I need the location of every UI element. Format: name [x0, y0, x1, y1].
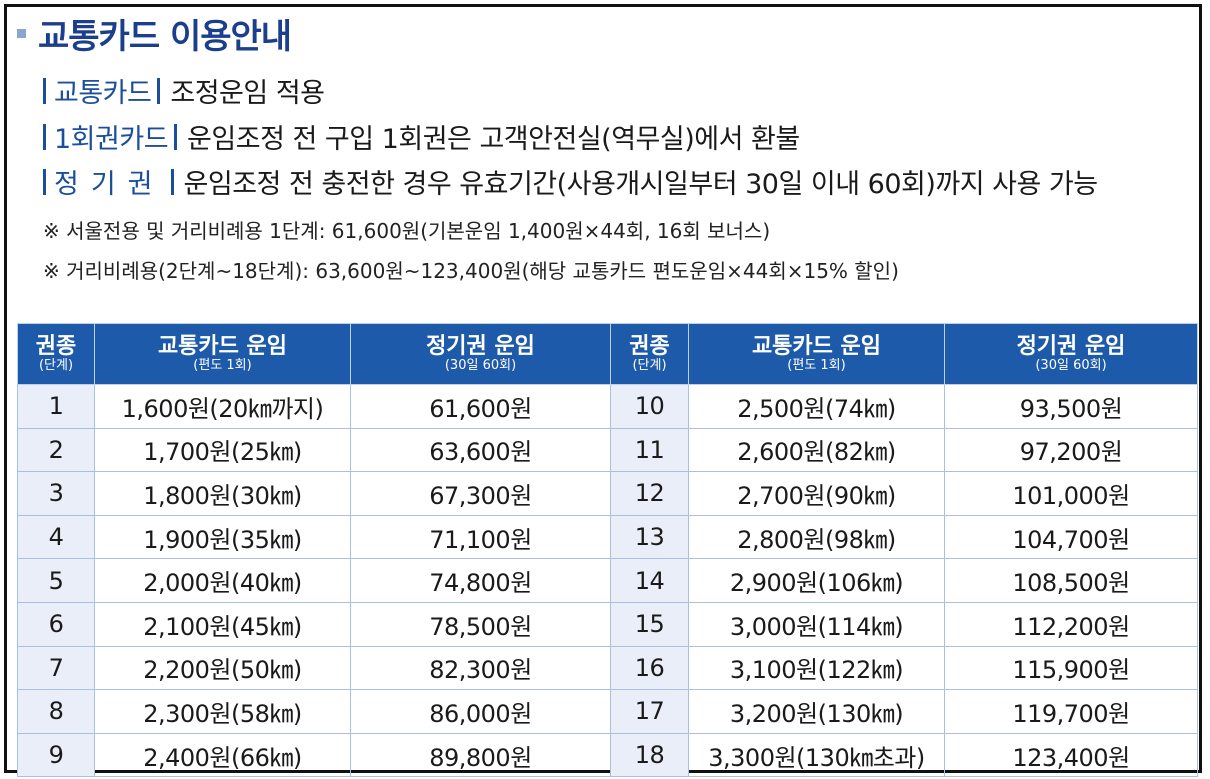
bar-icon [43, 123, 46, 150]
table-row: 3 1,800원(30㎞) 67,300원 12 2,700원(90㎞) 101,000원 [17, 471, 1198, 516]
notice-frame: 교통카드 이용안내 교통카드 조정운임 적용 1회권카드 운임조정 전 구입 1… [4, 4, 1202, 778]
title-row: 교통카드 이용안내 [17, 13, 292, 57]
bar-icon [43, 168, 46, 195]
pass-fare-cell: 71,100원 [350, 514, 611, 560]
card-fare-cell: 2,500원(74㎞) [688, 384, 945, 429]
table-row: 2 1,700원(25㎞) 63,600원 11 2,600원(82㎞) 97,200원 [17, 427, 1198, 473]
page-title: 교통카드 이용안내 [38, 16, 292, 57]
card-fare-cell: 3,200원(130㎞) [688, 689, 945, 734]
fare-table: 권종 (단계) 교통카드 운임 (편도 1회) 정기권 운임 (30일 60회) 권종… [17, 323, 1198, 778]
info-text: 운임조정 전 충전한 경우 유효기간(사용개시일부터 30일 이내 60회)까지… [183, 169, 1099, 200]
bar-icon [43, 77, 46, 104]
table-row: 7 2,200원(50㎞) 82,300원 16 3,100원(122㎞) 115,900… [17, 645, 1198, 691]
card-fare-cell: 1,600원(20㎞까지) [94, 384, 351, 429]
header-pass-fare: 정기권 운임 (30일 60회) [944, 323, 1198, 385]
card-fare-cell: 3,100원(122㎞) [688, 645, 945, 691]
fare-table-header: 권종 (단계) 교통카드 운임 (편도 1회) 정기권 운임 (30일 60회) 권종… [17, 323, 1198, 385]
grade-cell: 15 [610, 601, 689, 647]
table-row: 8 2,300원(58㎞) 86,000원 17 3,200원(130㎞) 119,700… [17, 689, 1198, 734]
card-fare-cell: 2,700원(90㎞) [688, 471, 945, 516]
info-tag: 정기권 [54, 169, 165, 200]
grade-cell: 12 [610, 471, 689, 516]
square-bullet-icon [17, 28, 26, 38]
card-fare-cell: 2,100원(45㎞) [94, 601, 351, 647]
pass-fare-cell: 89,800원 [350, 732, 611, 778]
pass-fare-cell: 63,600원 [350, 427, 611, 473]
grade-cell: 7 [17, 645, 95, 691]
header-card-fare: 교통카드 운임 (편도 1회) [688, 323, 945, 385]
grade-cell: 16 [610, 645, 689, 691]
table-row: 6 2,100원(45㎞) 78,500원 15 3,000원(114㎞) 112,200… [17, 601, 1198, 647]
grade-cell: 11 [610, 427, 689, 473]
grade-cell: 3 [17, 471, 95, 516]
pass-fare-cell: 119,700원 [944, 689, 1198, 734]
grade-cell: 4 [17, 514, 95, 560]
card-fare-cell: 2,200원(50㎞) [94, 645, 351, 691]
table-row: 5 2,000원(40㎞) 74,800원 14 2,900원(106㎞) 108,500… [17, 558, 1198, 603]
grade-cell: 18 [610, 732, 689, 778]
card-fare-cell: 1,900원(35㎞) [94, 514, 351, 560]
header-card-fare: 교통카드 운임 (편도 1회) [94, 323, 351, 385]
fare-table-body: 1 1,600원(20㎞까지) 61,600원 10 2,500원(74㎞) 93,500… [17, 384, 1198, 778]
header-grade: 권종 (단계) [610, 323, 689, 385]
pass-fare-cell: 104,700원 [944, 514, 1198, 560]
grade-cell: 10 [610, 384, 689, 429]
card-fare-cell: 3,300원(130㎞초과) [688, 732, 945, 778]
info-text: 조정운임 적용 [170, 78, 325, 109]
table-row: 1 1,600원(20㎞까지) 61,600원 10 2,500원(74㎞) 93,500… [17, 384, 1198, 429]
pass-fare-cell: 74,800원 [350, 558, 611, 603]
pass-fare-cell: 112,200원 [944, 601, 1198, 647]
card-fare-cell: 1,800원(30㎞) [94, 471, 351, 516]
bar-icon [157, 77, 161, 104]
card-fare-cell: 2,000원(40㎞) [94, 558, 351, 603]
card-fare-cell: 2,400원(66㎞) [94, 732, 351, 778]
grade-cell: 14 [610, 558, 689, 603]
info-tag: 교통카드 [54, 78, 152, 109]
info-line-card: 교통카드 조정운임 적용 [43, 71, 325, 110]
table-row: 4 1,900원(35㎞) 71,100원 13 2,800원(98㎞) 104,700원 [17, 514, 1198, 560]
header-pass-fare: 정기권 운임 (30일 60회) [350, 323, 611, 385]
card-fare-cell: 1,700원(25㎞) [94, 427, 351, 473]
info-line-pass: 정기권 운임조정 전 충전한 경우 유효기간(사용개시일부터 30일 이내 60… [43, 162, 1098, 201]
pass-fare-cell: 123,400원 [944, 732, 1198, 778]
grade-cell: 9 [17, 732, 95, 778]
card-fare-cell: 2,800원(98㎞) [688, 514, 945, 560]
pass-fare-cell: 93,500원 [944, 384, 1198, 429]
pass-fare-cell: 61,600원 [350, 384, 611, 429]
grade-cell: 13 [610, 514, 689, 560]
note-1: ※ 서울전용 및 거리비례용 1단계: 61,600원(기본운임 1,400원×… [43, 219, 771, 243]
header-grade: 권종 (단계) [17, 323, 95, 385]
card-fare-cell: 2,300원(58㎞) [94, 689, 351, 734]
card-fare-cell: 2,600원(82㎞) [688, 427, 945, 473]
info-text: 운임조정 전 구입 1회권은 고객안전실(역무실)에서 환불 [187, 124, 800, 155]
card-fare-cell: 2,900원(106㎞) [688, 558, 945, 603]
pass-fare-cell: 115,900원 [944, 645, 1198, 691]
pass-fare-cell: 78,500원 [350, 601, 611, 647]
pass-fare-cell: 86,000원 [350, 689, 611, 734]
grade-cell: 1 [17, 384, 95, 429]
grade-cell: 8 [17, 689, 95, 734]
grade-cell: 2 [17, 427, 95, 473]
pass-fare-cell: 97,200원 [944, 427, 1198, 473]
pass-fare-cell: 101,000원 [944, 471, 1198, 516]
table-row: 9 2,400원(66㎞) 89,800원 18 3,300원(130㎞초과) 123,4… [17, 732, 1198, 778]
info-tag: 1회권카드 [54, 124, 169, 155]
pass-fare-cell: 108,500원 [944, 558, 1198, 603]
pass-fare-cell: 67,300원 [350, 471, 611, 516]
info-line-single-ticket: 1회권카드 운임조정 전 구입 1회권은 고객안전실(역무실)에서 환불 [43, 117, 800, 156]
bar-icon [170, 168, 174, 195]
pass-fare-cell: 82,300원 [350, 645, 611, 691]
bar-icon [174, 123, 178, 150]
grade-cell: 17 [610, 689, 689, 734]
note-2: ※ 거리비례용(2단계~18단계): 63,600원~123,400원(해당 교… [43, 259, 899, 283]
grade-cell: 5 [17, 558, 95, 603]
card-fare-cell: 3,000원(114㎞) [688, 601, 945, 647]
grade-cell: 6 [17, 601, 95, 647]
